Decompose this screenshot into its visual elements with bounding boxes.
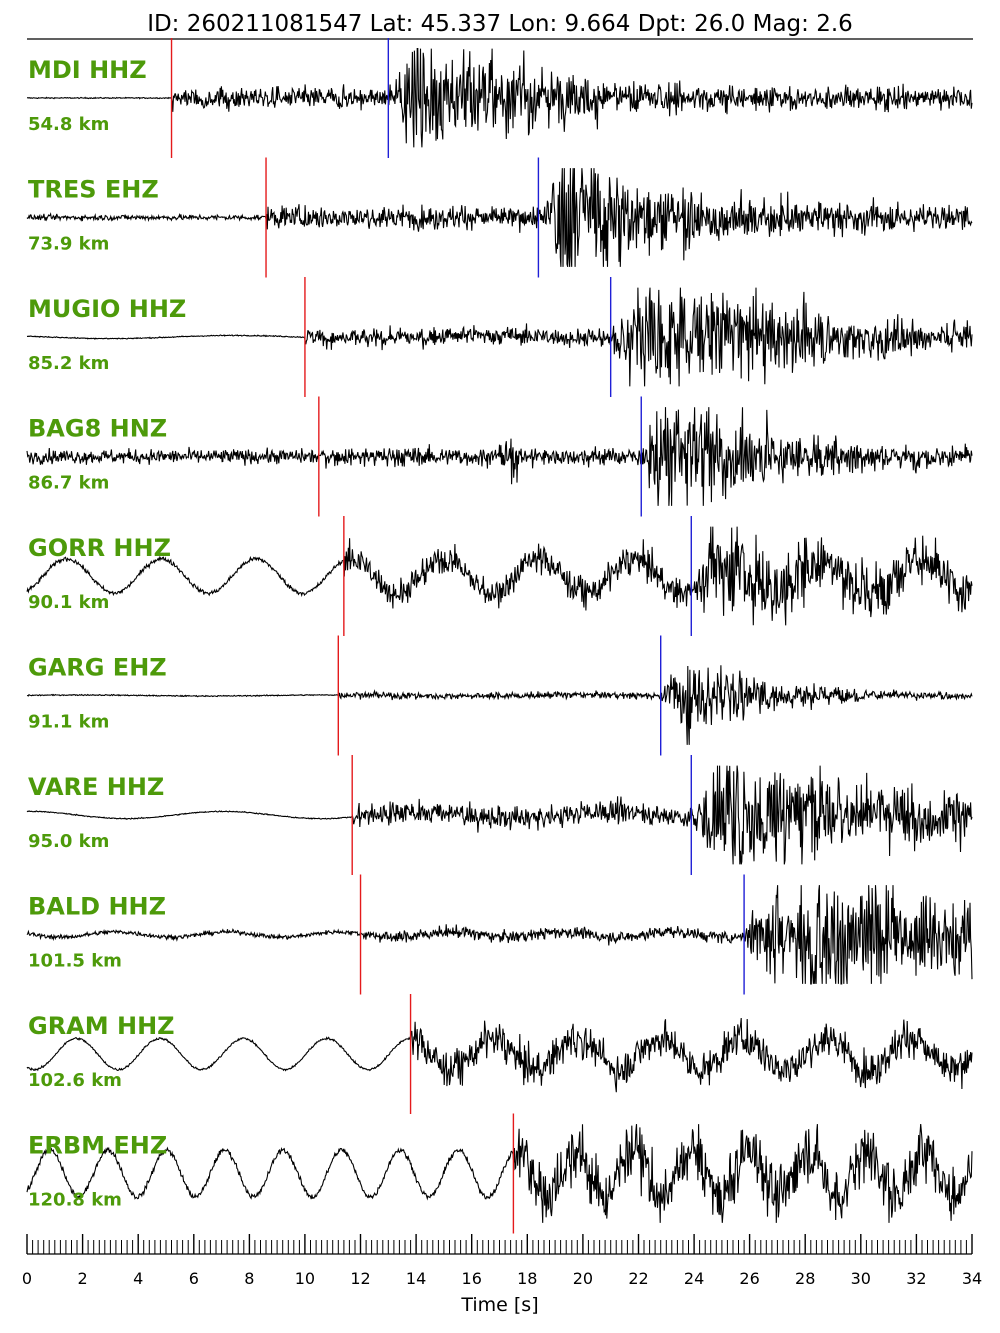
x-tick-label: 6 <box>189 1269 199 1288</box>
x-tick-label: 0 <box>22 1269 32 1288</box>
x-tick-label: 4 <box>133 1269 143 1288</box>
waveform-line <box>26 168 973 268</box>
x-tick-label: 10 <box>295 1269 315 1288</box>
waveform-line <box>26 765 973 865</box>
trace-group: TRES EHZ 73.9 km <box>26 157 973 278</box>
distance-label: 86.7 km <box>28 473 109 494</box>
trace-group: GORR HHZ 90.1 km <box>26 516 973 636</box>
x-tick-label: 16 <box>462 1269 482 1288</box>
trace-group: BAG8 HNZ 86.7 km <box>26 396 973 517</box>
station-label: MUGIO HHZ <box>28 295 186 323</box>
x-tick-label: 30 <box>851 1269 871 1288</box>
x-tick-label: 14 <box>406 1269 426 1288</box>
distance-label: 101.5 km <box>28 951 122 972</box>
trace-group: MUGIO HHZ 85.2 km <box>26 277 973 397</box>
traces-layer: MDI HHZ 54.8 km TRES EHZ 73.9 km MUGIO HHZ 85… <box>26 38 973 1234</box>
trace-group: ERBM EHZ 120.8 km <box>26 1113 973 1234</box>
waveform-line <box>26 665 973 745</box>
x-tick-label: 24 <box>684 1269 704 1288</box>
x-tick-label: 18 <box>517 1269 537 1288</box>
station-label: BALD HHZ <box>28 893 166 921</box>
trace-group: GRAM HHZ 102.6 km <box>26 994 973 1114</box>
waveform-line <box>26 885 973 985</box>
station-label: ERBM EHZ <box>28 1132 167 1160</box>
x-tick-label: 34 <box>962 1269 982 1288</box>
waveform-line <box>26 48 973 148</box>
x-tick-label: 20 <box>573 1269 593 1288</box>
x-tick-label: 8 <box>244 1269 254 1288</box>
distance-label: 73.9 km <box>28 234 109 255</box>
x-tick-label: 32 <box>906 1269 926 1288</box>
station-label: GARG EHZ <box>28 654 167 682</box>
x-tick-label: 2 <box>78 1269 88 1288</box>
distance-label: 120.8 km <box>28 1190 122 1211</box>
x-tick-label: 12 <box>350 1269 370 1288</box>
trace-group: MDI HHZ 54.8 km <box>26 38 973 158</box>
x-tick-label: 28 <box>795 1269 815 1288</box>
x-tick-label: 22 <box>628 1269 648 1288</box>
station-label: TRES EHZ <box>28 176 159 204</box>
chart-title: ID: 260211081547 Lat: 45.337 Lon: 9.664 … <box>147 11 853 37</box>
station-label: GRAM HHZ <box>28 1012 175 1040</box>
waveform-line <box>26 1124 973 1223</box>
distance-label: 54.8 km <box>28 114 109 135</box>
station-label: GORR HHZ <box>28 534 171 562</box>
x-tick-label: 26 <box>739 1269 759 1288</box>
trace-group: BALD HHZ 101.5 km <box>26 874 973 995</box>
waveform-line <box>26 407 973 506</box>
station-label: MDI HHZ <box>28 56 147 84</box>
trace-group: GARG EHZ 91.1 km <box>26 635 973 756</box>
distance-label: 90.1 km <box>28 592 109 613</box>
distance-label: 85.2 km <box>28 353 109 374</box>
distance-label: 95.0 km <box>28 831 109 852</box>
trace-group: VARE HHZ 95.0 km <box>26 755 973 875</box>
x-axis-label: Time [s] <box>460 1294 538 1316</box>
waveform-line <box>26 287 973 387</box>
time-axis: 0 2 4 6 8 10 12 14 16 18 20 22 24 26 28 30 32 34 <box>22 1234 982 1288</box>
waveform-line <box>26 526 973 626</box>
distance-label: 91.1 km <box>28 712 109 733</box>
station-label: BAG8 HNZ <box>28 415 167 443</box>
distance-label: 102.6 km <box>28 1070 122 1091</box>
waveform-line <box>26 1017 973 1093</box>
station-label: VARE HHZ <box>28 773 164 801</box>
